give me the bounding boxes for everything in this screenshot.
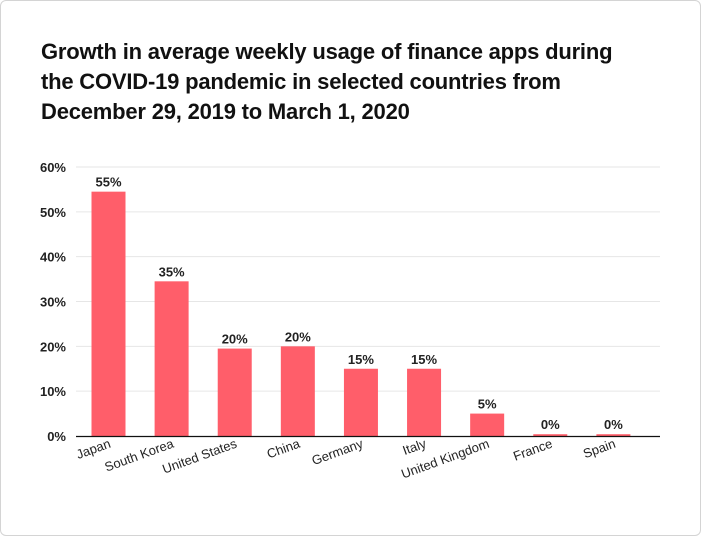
chart-title: Growth in average weekly usage of financ… [41, 37, 681, 127]
chart-title-line-1: Growth in average weekly usage of financ… [41, 39, 613, 64]
bar-data-label: 20% [222, 332, 248, 347]
bar [470, 413, 505, 436]
x-tick-label: Italy [401, 436, 429, 458]
bar [533, 434, 568, 436]
x-tick-label: Spain [581, 436, 617, 461]
y-tick-label: 0% [47, 429, 66, 444]
bar [280, 346, 315, 436]
bars [91, 191, 631, 436]
chart-title-line-3: December 29, 2019 to March 1, 2020 [41, 99, 410, 124]
y-tick-label: 40% [40, 250, 66, 265]
bar-data-label: 35% [159, 264, 185, 279]
bar-data-label: 5% [478, 397, 497, 412]
bar-data-label: 15% [411, 352, 437, 367]
bar [217, 348, 252, 436]
data-labels: 55% 35% 20% 20% 15% 15% 5% 0% 0% [95, 175, 623, 433]
y-tick-label: 10% [40, 384, 66, 399]
bar-data-label: 0% [541, 417, 560, 432]
bar-data-label: 55% [95, 175, 121, 190]
y-axis-ticks: 0% 10% 20% 30% 40% 50% 60% [40, 160, 66, 444]
bar [154, 281, 189, 436]
bar-data-label: 20% [285, 329, 311, 344]
y-tick-label: 50% [40, 205, 66, 220]
bar-data-label: 0% [604, 417, 623, 432]
bar [596, 434, 631, 436]
bar-data-label: 15% [348, 352, 374, 367]
chart-title-line-2: the COVID-19 pandemic in selected countr… [41, 69, 561, 94]
y-tick-label: 60% [40, 160, 66, 175]
bar [407, 368, 442, 436]
x-tick-label: China [265, 435, 303, 461]
bar [91, 191, 126, 436]
y-tick-label: 30% [40, 295, 66, 310]
bar [343, 368, 378, 436]
y-tick-label: 20% [40, 339, 66, 354]
x-tick-label: France [511, 436, 554, 464]
x-tick-label: Germany [310, 436, 366, 469]
